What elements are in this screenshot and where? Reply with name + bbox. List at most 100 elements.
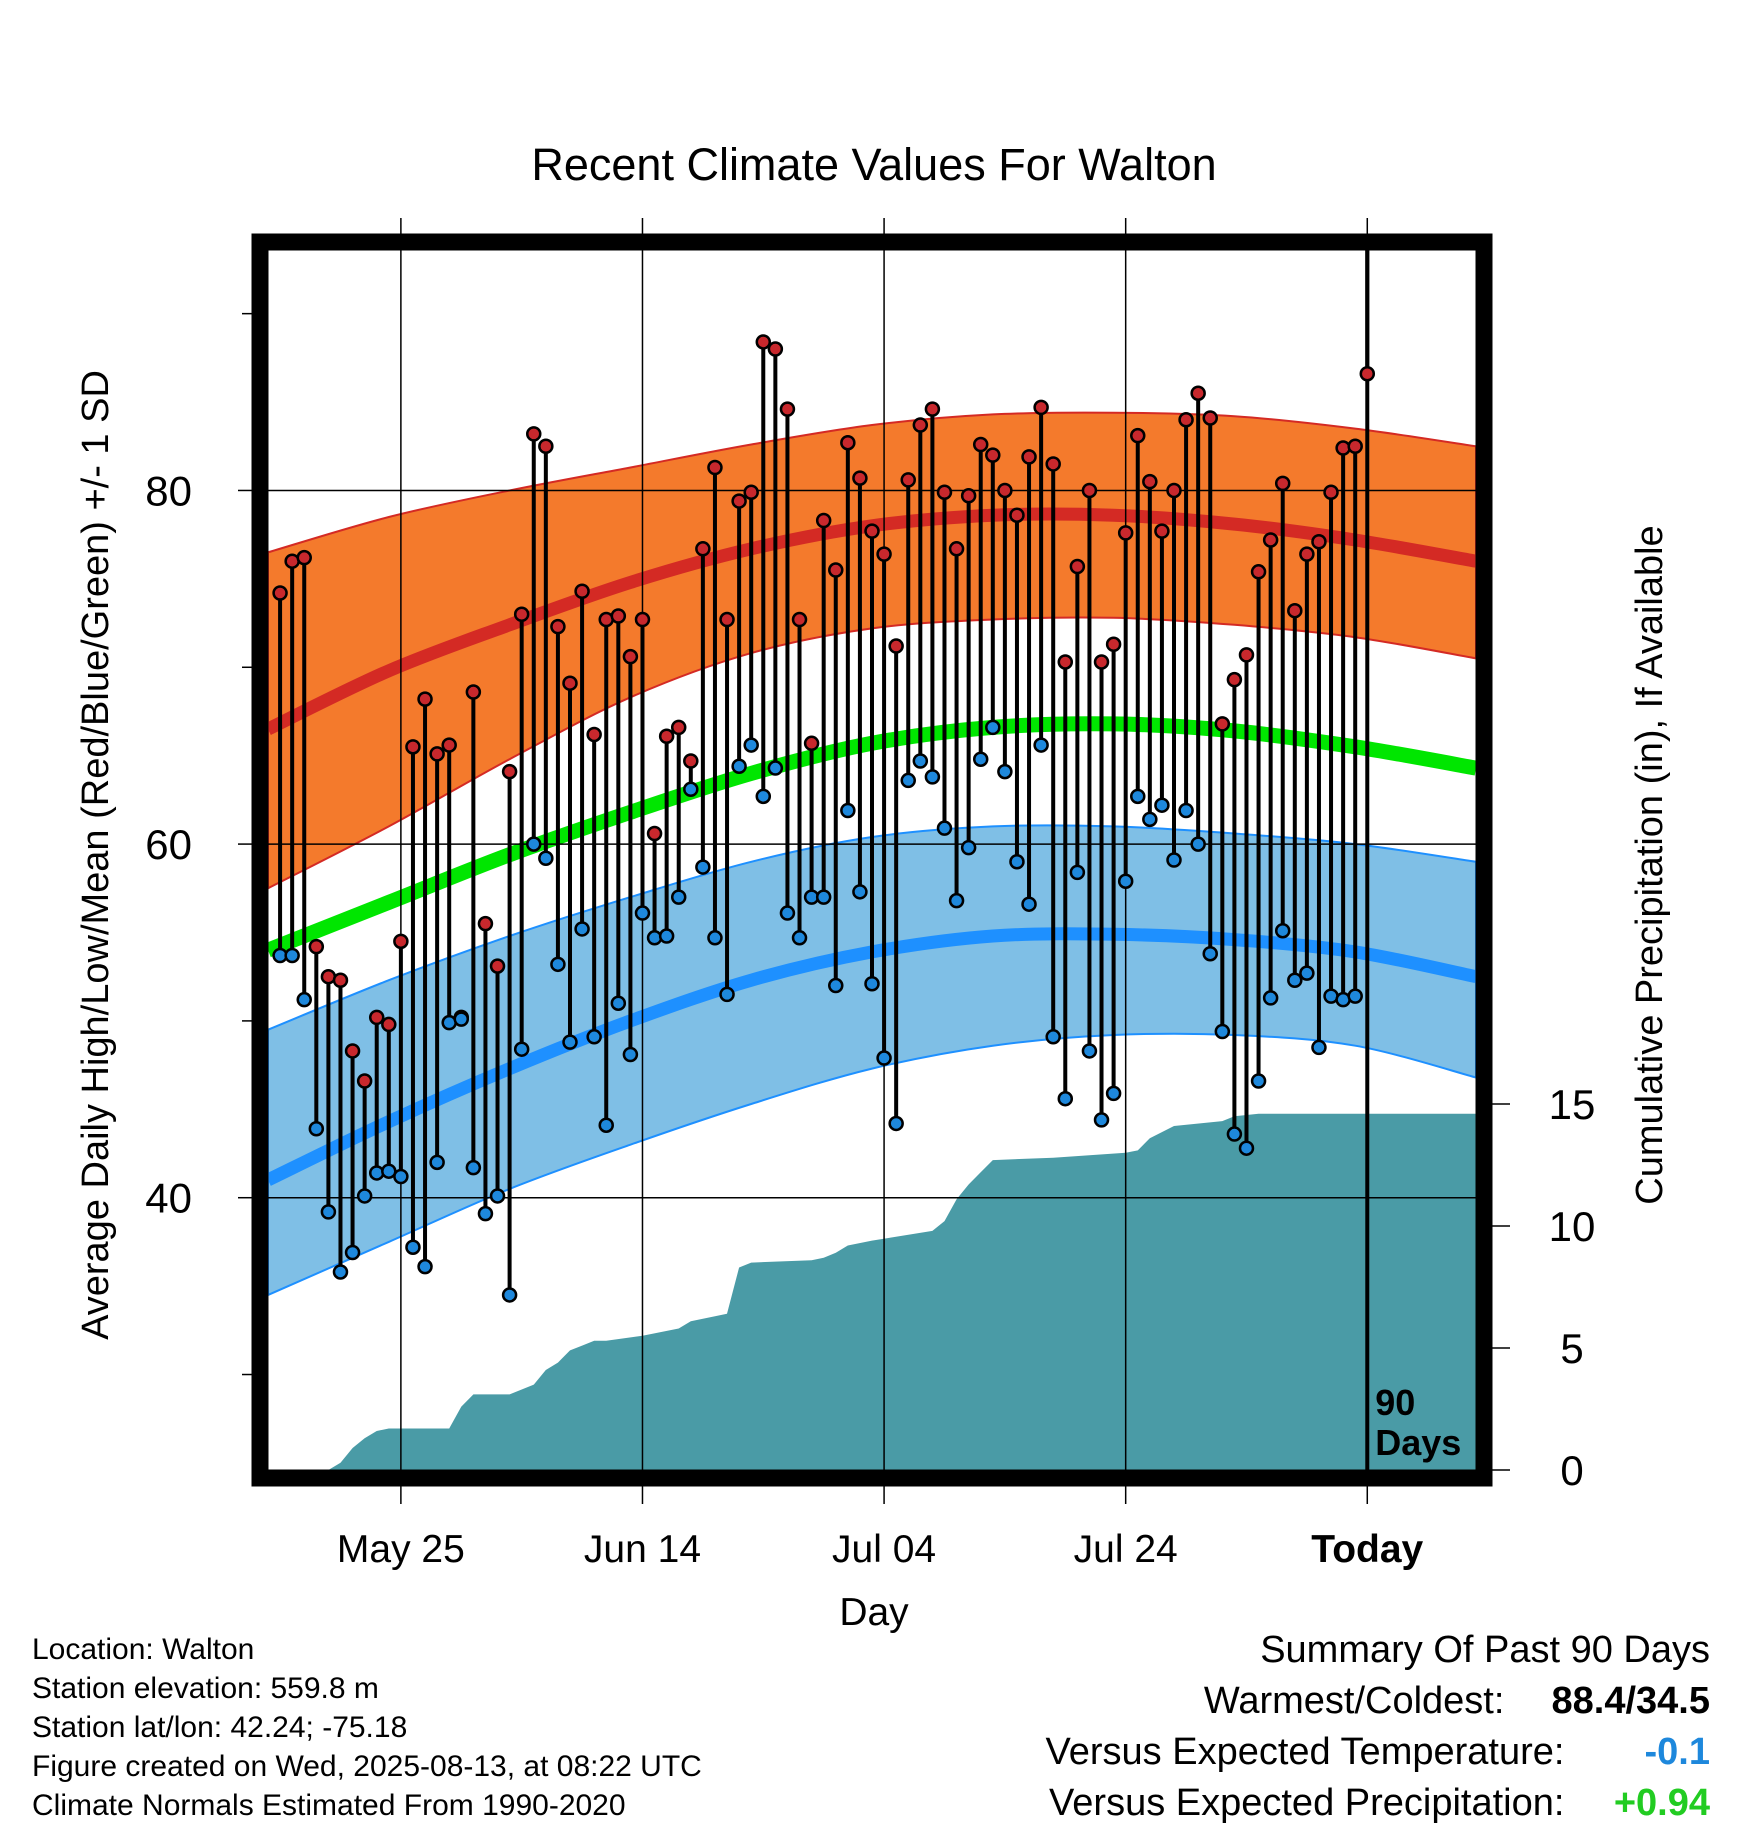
daily-low-point (598, 1117, 614, 1133)
x-tick-label: Jul 04 (832, 1528, 936, 1571)
daily-low-point (1262, 990, 1279, 1006)
daily-high-point (948, 541, 965, 557)
y-right-tick-label: 0 (1560, 1447, 1583, 1494)
daily-high-point (1166, 482, 1182, 499)
daily-low-point (453, 1011, 470, 1027)
daily-low-point (731, 758, 747, 775)
daily-low-point (465, 1159, 482, 1176)
daily-low-point (1105, 1085, 1122, 1102)
daily-high-point (646, 825, 663, 842)
info-latlon: Station lat/lon: 42.24; -75.18 (32, 1711, 408, 1744)
daily-high-point (997, 482, 1013, 499)
daily-low-point (755, 788, 772, 805)
daily-high-point (864, 523, 880, 539)
daily-low-point (791, 930, 808, 946)
daily-low-point (1178, 802, 1194, 819)
today-label-number: 90 (1375, 1382, 1415, 1423)
daily-high-point (888, 638, 904, 654)
daily-high-point (526, 426, 542, 442)
daily-high-point (731, 493, 747, 509)
daily-high-point (489, 958, 506, 974)
daily-low-point (1154, 797, 1170, 813)
daily-high-point (332, 972, 349, 988)
y-left-tick-label: 80 (145, 467, 192, 514)
daily-high-point (477, 915, 494, 932)
daily-high-point (1142, 473, 1158, 490)
daily-low-point (1021, 896, 1037, 912)
daily-low-point (356, 1188, 373, 1204)
daily-low-point (429, 1154, 445, 1171)
daily-low-point (1202, 945, 1218, 962)
y-axis-label-right: Cumulative Precipitation (in), If Availa… (1629, 525, 1671, 1204)
daily-low-point (1214, 1023, 1231, 1040)
daily-high-point (1299, 546, 1315, 562)
daily-low-point (767, 760, 784, 776)
daily-high-point (852, 470, 868, 486)
daily-high-point (634, 611, 651, 628)
daily-high-point (1311, 533, 1327, 550)
daily-low-point (489, 1188, 506, 1204)
daily-low-point (1033, 737, 1049, 753)
summary-warmest-label: Warmest/Coldest: (1203, 1680, 1505, 1722)
daily-low-point (924, 769, 941, 785)
summary-temp-value: -0.1 (1644, 1731, 1710, 1773)
daily-high-point (1009, 507, 1025, 523)
daily-low-point (344, 1244, 361, 1261)
info-location: Location: Walton (32, 1633, 255, 1666)
x-tick-label: May 25 (337, 1528, 465, 1571)
daily-low-point (1057, 1090, 1074, 1107)
daily-high-point (1057, 654, 1074, 670)
daily-high-point (1250, 564, 1267, 580)
daily-high-point (622, 648, 639, 665)
summary-temp-row: Versus Expected Temperature: -0.1 (1046, 1727, 1710, 1778)
daily-high-point (1033, 399, 1049, 416)
info-elevation: Station elevation: 559.8 m (32, 1672, 379, 1705)
y-axis-label-left: Average Daily High/Low/Mean (Red/Blue/Gr… (75, 370, 117, 1340)
daily-low-point (695, 859, 711, 875)
daily-high-point (368, 1009, 385, 1026)
daily-low-point (840, 802, 856, 819)
daily-high-point (1287, 602, 1303, 619)
daily-high-point (1154, 523, 1170, 539)
daily-high-point (876, 546, 892, 562)
daily-low-point (864, 976, 880, 992)
daily-high-point (815, 512, 832, 529)
daily-low-point (1009, 854, 1025, 870)
daily-low-point (743, 737, 759, 753)
daily-high-point (1226, 671, 1243, 688)
summary-warmest-row: Warmest/Coldest: 88.4/34.5 (1046, 1676, 1710, 1727)
y-left-tick-label: 60 (145, 821, 192, 868)
daily-high-point (1274, 475, 1291, 492)
y-right-tick-label: 5 (1560, 1325, 1583, 1372)
daily-high-point (1105, 636, 1122, 653)
daily-low-point (562, 1034, 578, 1050)
daily-high-point (308, 938, 325, 955)
daily-low-point (1274, 922, 1291, 939)
daily-low-point (876, 1050, 892, 1066)
x-axis-label: Day (839, 1591, 909, 1634)
info-created: Figure created on Wed, 2025-08-13, at 08… (32, 1750, 702, 1783)
daily-low-point (1347, 988, 1363, 1004)
daily-low-point (997, 763, 1013, 780)
info-normals: Climate Normals Estimated From 1990-2020 (32, 1789, 626, 1822)
x-tick-label: Jun 14 (584, 1528, 701, 1571)
daily-low-point (936, 820, 953, 836)
daily-low-point (1166, 852, 1182, 868)
daily-high-point (1117, 525, 1134, 541)
daily-high-point (900, 472, 916, 488)
daily-high-point (924, 401, 941, 417)
daily-high-point (1323, 484, 1339, 500)
plot-clip-group (268, 250, 1476, 1470)
daily-high-point (707, 459, 723, 476)
daily-low-point (332, 1264, 349, 1280)
precip-area (268, 1113, 1476, 1470)
station-info: Location: Walton Station elevation: 559.… (32, 1630, 702, 1825)
daily-high-point (972, 436, 989, 453)
daily-high-point (779, 401, 796, 417)
today-label-days: Days (1375, 1422, 1461, 1463)
daily-low-point (1093, 1112, 1110, 1128)
daily-high-point (1021, 449, 1037, 465)
y-left-tick-label: 40 (145, 1175, 192, 1222)
daily-low-point (284, 947, 300, 964)
